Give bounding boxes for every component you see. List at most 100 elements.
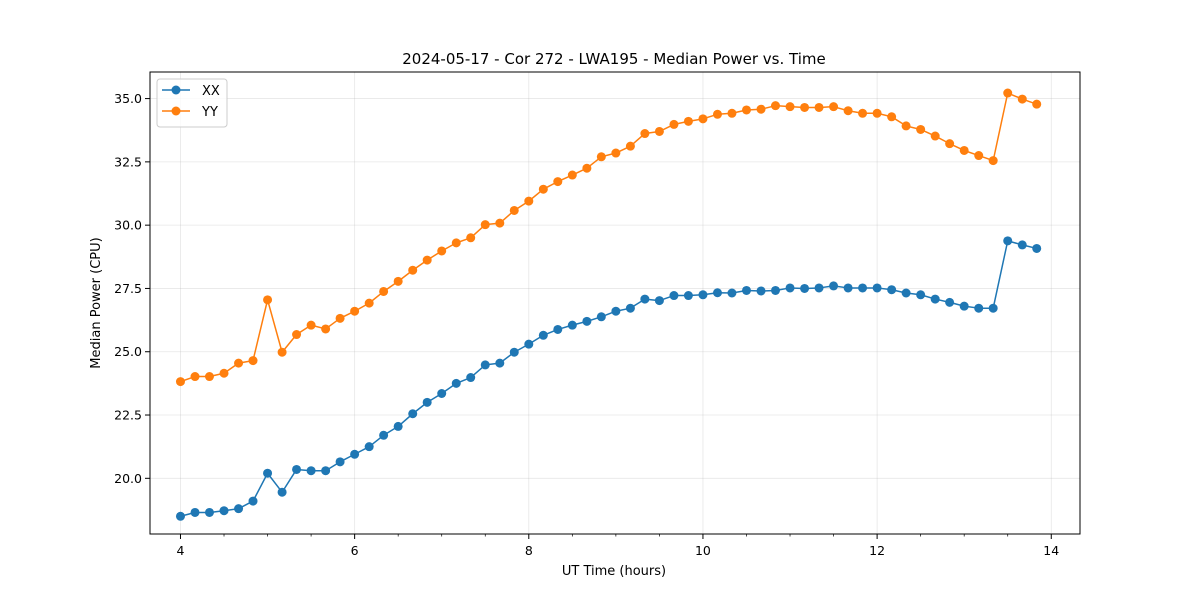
data-point-xx <box>437 389 447 398</box>
data-point-xx <box>466 373 476 383</box>
y-tick-label: 27.5 <box>114 281 142 296</box>
data-point-xx <box>945 297 955 307</box>
data-point-yy <box>335 313 345 323</box>
data-point-yy <box>422 255 432 265</box>
data-point-xx <box>582 316 592 326</box>
data-point-xx <box>234 504 244 514</box>
chart-title: 2024-05-17 - Cor 272 - LWA195 - Median P… <box>402 50 826 68</box>
data-point-xx <box>204 507 214 517</box>
legend-label-xx: XX <box>202 84 220 99</box>
data-point-xx <box>538 330 548 340</box>
data-point-yy <box>321 324 331 334</box>
data-point-xx <box>219 506 229 516</box>
data-point-xx <box>408 409 418 419</box>
data-point-xx <box>567 320 577 330</box>
data-point-yy <box>712 109 722 119</box>
data-point-yy <box>843 106 853 116</box>
data-point-xx <box>916 290 926 300</box>
x-tick-label: 12 <box>869 543 885 558</box>
data-point-xx <box>770 285 780 295</box>
data-point-yy <box>292 330 302 340</box>
data-point-yy <box>669 119 679 129</box>
data-point-xx <box>858 283 868 293</box>
data-point-xx <box>683 291 693 301</box>
data-point-yy <box>887 112 897 122</box>
data-point-yy <box>451 238 461 248</box>
x-tick-label: 6 <box>351 543 359 558</box>
data-point-xx <box>654 296 664 306</box>
data-point-xx <box>248 496 258 506</box>
data-point-xx <box>625 303 635 313</box>
data-point-xx <box>451 378 461 388</box>
data-point-yy <box>741 105 751 115</box>
data-point-xx <box>887 285 897 295</box>
data-point-yy <box>379 286 389 296</box>
y-axis-label: Median Power (CPU) <box>89 237 104 368</box>
data-point-xx <box>814 283 824 293</box>
data-point-yy <box>495 218 505 228</box>
data-point-yy <box>611 148 621 158</box>
data-point-xx <box>800 283 810 293</box>
grid-lines <box>150 72 1080 534</box>
data-series <box>175 88 1042 521</box>
data-point-xx <box>277 487 287 497</box>
data-point-yy <box>234 358 244 368</box>
data-point-yy <box>393 276 403 286</box>
data-point-yy <box>930 131 940 141</box>
data-point-yy <box>814 102 824 112</box>
legend-marker-yy <box>171 106 181 116</box>
legend-label-yy: YY <box>201 105 218 120</box>
data-point-yy <box>988 156 998 166</box>
data-point-xx <box>1032 243 1042 253</box>
data-point-yy <box>727 108 737 118</box>
x-axis-label: UT Time (hours) <box>562 564 666 579</box>
data-point-xx <box>669 291 679 301</box>
y-tick-label: 32.5 <box>114 154 142 169</box>
data-point-xx <box>495 358 505 368</box>
data-point-yy <box>408 265 418 275</box>
data-point-yy <box>800 102 810 112</box>
data-point-yy <box>538 184 548 194</box>
data-point-xx <box>1017 240 1027 250</box>
data-point-yy <box>974 151 984 161</box>
data-point-yy <box>263 295 273 305</box>
data-point-yy <box>567 170 577 180</box>
data-point-xx <box>175 511 185 521</box>
data-point-xx <box>640 294 650 304</box>
data-point-yy <box>858 108 868 118</box>
data-point-xx <box>596 312 606 322</box>
series-xx <box>175 236 1042 521</box>
data-point-yy <box>306 320 316 330</box>
y-tick-label: 35.0 <box>114 91 142 106</box>
data-point-xx <box>829 281 839 291</box>
data-point-xx <box>1003 236 1013 246</box>
data-point-xx <box>785 283 795 293</box>
data-point-xx <box>872 283 882 293</box>
data-point-yy <box>204 372 214 382</box>
data-point-xx <box>712 288 722 298</box>
data-point-yy <box>785 102 795 112</box>
data-point-yy <box>916 124 926 134</box>
legend-marker-xx <box>171 85 181 95</box>
data-point-xx <box>698 290 708 300</box>
plot-frame <box>149 71 1081 535</box>
data-point-yy <box>582 163 592 173</box>
data-point-xx <box>190 507 200 517</box>
data-point-yy <box>553 177 563 187</box>
x-tick-label: 8 <box>525 543 533 558</box>
data-point-xx <box>509 347 519 357</box>
data-point-yy <box>248 356 258 366</box>
data-point-yy <box>175 377 185 387</box>
data-point-yy <box>190 372 200 382</box>
data-point-yy <box>524 196 534 206</box>
data-point-xx <box>480 360 490 370</box>
data-point-xx <box>292 464 302 474</box>
data-point-yy <box>466 233 476 243</box>
data-point-yy <box>872 108 882 118</box>
data-point-yy <box>959 145 969 155</box>
data-point-yy <box>698 114 708 124</box>
data-point-xx <box>727 288 737 298</box>
data-point-yy <box>277 347 287 357</box>
data-point-xx <box>901 288 911 298</box>
